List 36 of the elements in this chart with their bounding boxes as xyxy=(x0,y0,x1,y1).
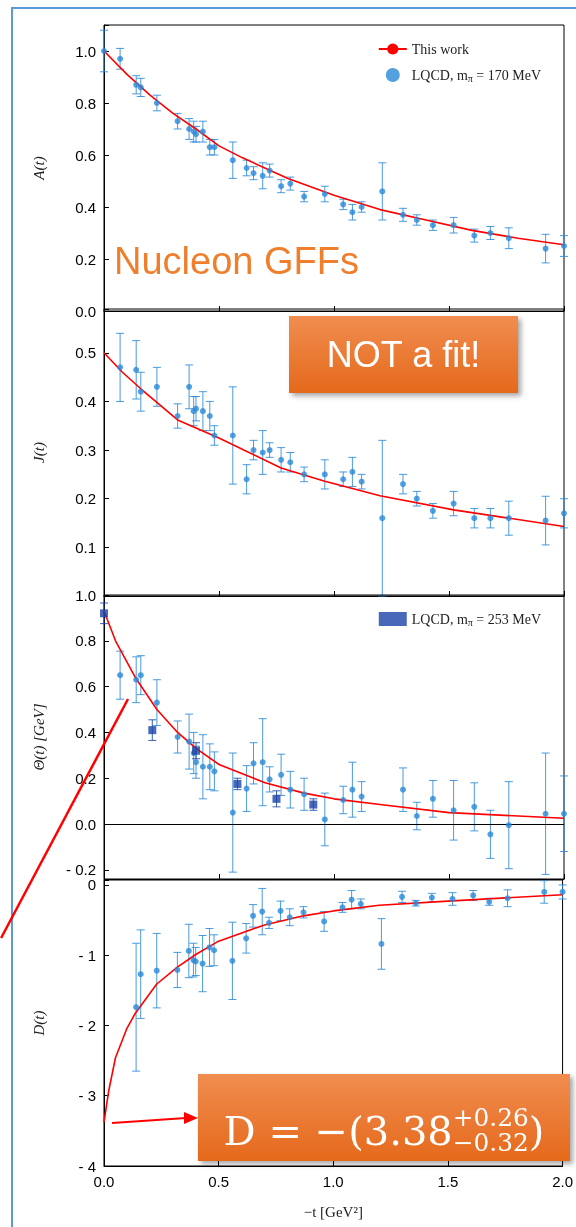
y-tick-label: 1.0 xyxy=(75,586,96,604)
x-tick-label: 0.5 xyxy=(208,1173,230,1190)
y-tick-label: - 2 xyxy=(78,1016,96,1034)
annotation: D = −(3.38$^{+0.26}$$_{−0.32}$) xyxy=(198,1074,570,1161)
y-axis-title: D(t) xyxy=(30,1010,48,1037)
y-tick-label: 0.1 xyxy=(75,538,96,556)
y-tick-label: 1.0 xyxy=(75,42,96,60)
y-tick-label: 0.8 xyxy=(75,94,96,112)
annotation: Nucleon GFFs xyxy=(114,240,359,283)
y-tick-label: 0.0 xyxy=(75,815,96,833)
x-tick-label: 2.0 xyxy=(552,1173,573,1190)
y-tick-label: - 3 xyxy=(78,1087,96,1105)
y-tick-label: - 0.2 xyxy=(65,861,96,879)
y-tick-label: 0.4 xyxy=(75,392,96,410)
x-axis-title: −t [GeV²] xyxy=(303,1203,363,1220)
y-axis-title: J(t) xyxy=(30,442,48,463)
y-tick-label: 0.2 xyxy=(75,250,96,268)
y-tick-label: 0.6 xyxy=(75,678,96,696)
x-tick-label: 0.0 xyxy=(93,1173,115,1190)
y-tick-label: 0.4 xyxy=(75,723,96,741)
y-tick-label: - 4 xyxy=(78,1157,96,1175)
y-tick-label: - 1 xyxy=(78,946,96,964)
y-tick-label: 0.8 xyxy=(75,632,96,650)
y-tick-label: 0.0 xyxy=(75,302,96,320)
y-axis-title: A(t) xyxy=(30,156,48,181)
y-tick-label: 0.5 xyxy=(75,344,96,362)
y-tick-label: 0 xyxy=(87,876,96,894)
annotation: NOT a fit! xyxy=(289,316,518,393)
y-tick-label: 0.3 xyxy=(75,441,96,459)
y-axis-title: Θ(t) [GeV] xyxy=(30,703,48,771)
x-tick-label: 1.0 xyxy=(322,1173,344,1190)
y-tick-label: 0.2 xyxy=(75,490,96,508)
y-tick-label: 0.6 xyxy=(75,146,96,164)
y-tick-label: 0.4 xyxy=(75,198,96,216)
legend-label: This work xyxy=(411,41,469,57)
x-tick-label: 1.5 xyxy=(437,1173,459,1190)
